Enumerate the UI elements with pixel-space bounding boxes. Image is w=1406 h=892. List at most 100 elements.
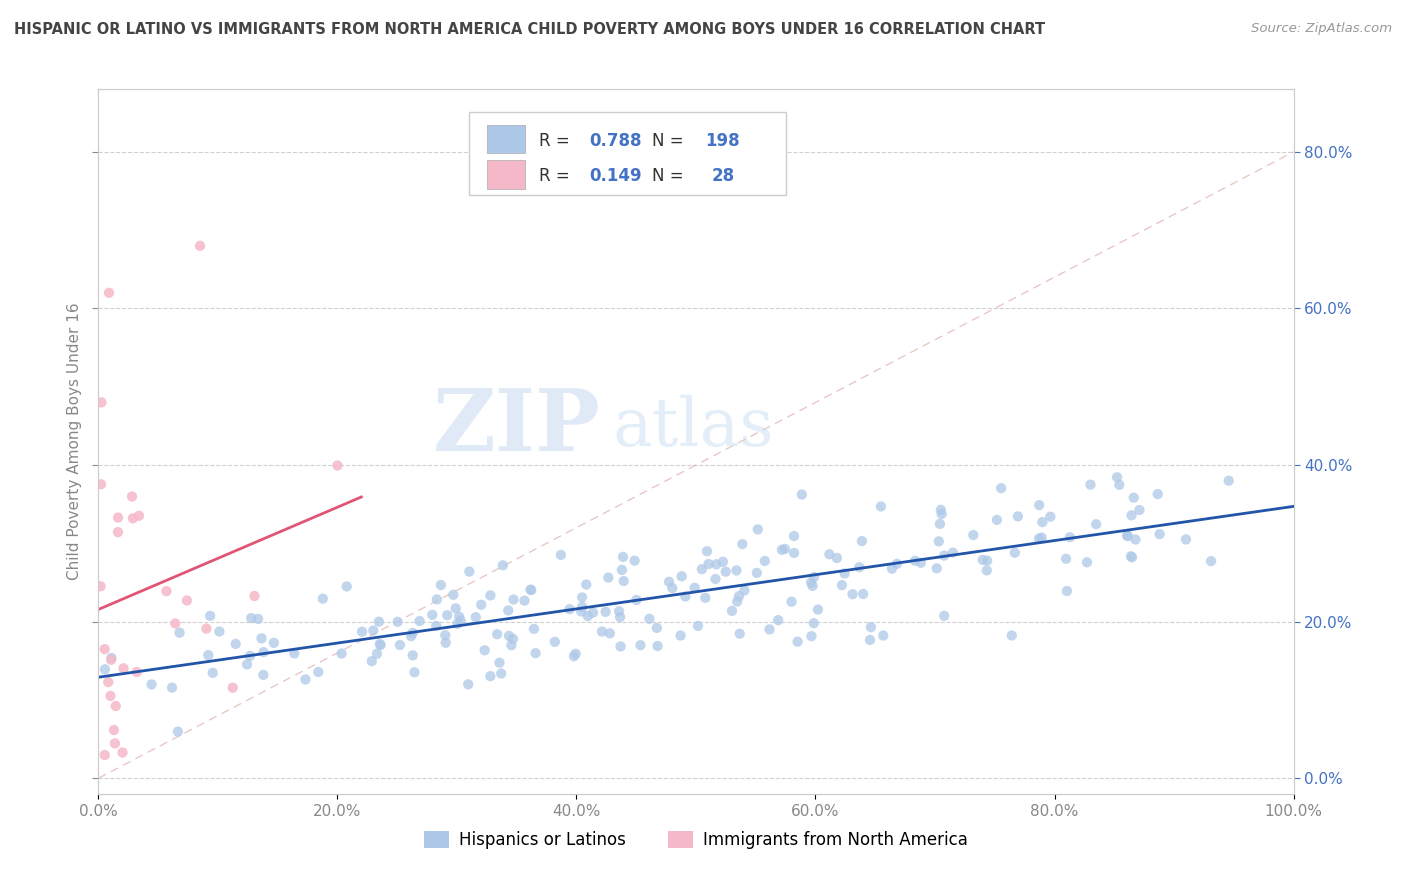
- Point: [330, 647, 353, 661]
- Point: [361, 624, 384, 638]
- Point: [800, 629, 823, 643]
- Point: [562, 649, 585, 664]
- Point: [225, 637, 247, 651]
- Point: [523, 622, 546, 636]
- Point: [360, 654, 382, 668]
- Text: HISPANIC OR LATINO VS IMMIGRANTS FROM NORTH AMERICA CHILD POVERTY AMONG BOYS UND: HISPANIC OR LATINO VS IMMIGRANTS FROM NO…: [14, 22, 1045, 37]
- Point: [111, 746, 134, 760]
- Point: [420, 607, 443, 622]
- Point: [1031, 515, 1053, 529]
- Point: [198, 608, 221, 623]
- Point: [98, 285, 121, 300]
- Point: [803, 616, 825, 631]
- Point: [886, 557, 908, 571]
- Point: [367, 615, 389, 629]
- Point: [758, 623, 780, 637]
- Point: [582, 606, 605, 620]
- Point: [1028, 498, 1050, 512]
- Point: [645, 621, 668, 635]
- Point: [831, 578, 853, 592]
- Point: [872, 628, 894, 642]
- Point: [169, 625, 191, 640]
- Point: [711, 555, 734, 569]
- Point: [155, 584, 177, 599]
- Point: [121, 490, 143, 504]
- Point: [94, 747, 117, 762]
- Point: [312, 591, 335, 606]
- Point: [294, 673, 316, 687]
- Bar: [486, 125, 524, 153]
- Point: [247, 612, 270, 626]
- Point: [107, 510, 129, 524]
- Point: [630, 638, 652, 652]
- Point: [754, 554, 776, 568]
- Point: [599, 626, 621, 640]
- Point: [402, 648, 425, 663]
- Point: [647, 639, 669, 653]
- Point: [1149, 527, 1171, 541]
- Point: [591, 624, 613, 639]
- Point: [486, 627, 509, 641]
- Point: [929, 503, 952, 517]
- Point: [972, 553, 994, 567]
- Point: [90, 477, 112, 491]
- Point: [513, 593, 536, 607]
- Point: [1080, 477, 1102, 491]
- Point: [780, 595, 803, 609]
- Point: [571, 599, 593, 614]
- Point: [690, 562, 713, 576]
- Point: [450, 614, 472, 628]
- Point: [790, 487, 813, 501]
- Point: [122, 511, 145, 525]
- Point: [613, 574, 636, 588]
- Point: [498, 603, 520, 617]
- Text: atlas: atlas: [613, 395, 773, 460]
- Point: [252, 668, 274, 682]
- Point: [524, 646, 547, 660]
- Point: [934, 549, 956, 563]
- Point: [125, 665, 148, 679]
- Point: [976, 563, 998, 577]
- Point: [558, 602, 581, 616]
- Point: [1108, 478, 1130, 492]
- Point: [773, 541, 796, 556]
- Point: [103, 723, 125, 737]
- Point: [661, 581, 683, 595]
- Point: [1116, 529, 1139, 543]
- Text: Source: ZipAtlas.com: Source: ZipAtlas.com: [1251, 22, 1392, 36]
- Point: [195, 622, 218, 636]
- Point: [243, 589, 266, 603]
- Point: [402, 626, 425, 640]
- Point: [612, 549, 634, 564]
- Point: [446, 616, 468, 631]
- Point: [430, 578, 453, 592]
- Point: [1054, 551, 1077, 566]
- Point: [366, 647, 388, 661]
- Text: N =: N =: [652, 132, 689, 150]
- Point: [1031, 531, 1053, 545]
- Point: [107, 525, 129, 540]
- Point: [283, 647, 305, 661]
- Legend: Hispanics or Latinos, Immigrants from North America: Hispanics or Latinos, Immigrants from No…: [418, 824, 974, 856]
- Point: [1085, 517, 1108, 532]
- Point: [695, 591, 717, 605]
- Point: [803, 570, 825, 584]
- Point: [598, 571, 620, 585]
- Point: [1122, 491, 1144, 505]
- Point: [910, 556, 932, 570]
- Point: [986, 513, 1008, 527]
- Point: [1056, 584, 1078, 599]
- Point: [1107, 470, 1129, 484]
- Point: [686, 619, 709, 633]
- Point: [851, 534, 873, 549]
- Point: [1059, 530, 1081, 544]
- Point: [141, 677, 163, 691]
- Point: [165, 616, 187, 631]
- Point: [457, 677, 479, 691]
- Point: [852, 587, 875, 601]
- Point: [408, 614, 430, 628]
- Point: [807, 602, 830, 616]
- Point: [801, 579, 824, 593]
- Point: [626, 593, 648, 607]
- Point: [94, 662, 117, 676]
